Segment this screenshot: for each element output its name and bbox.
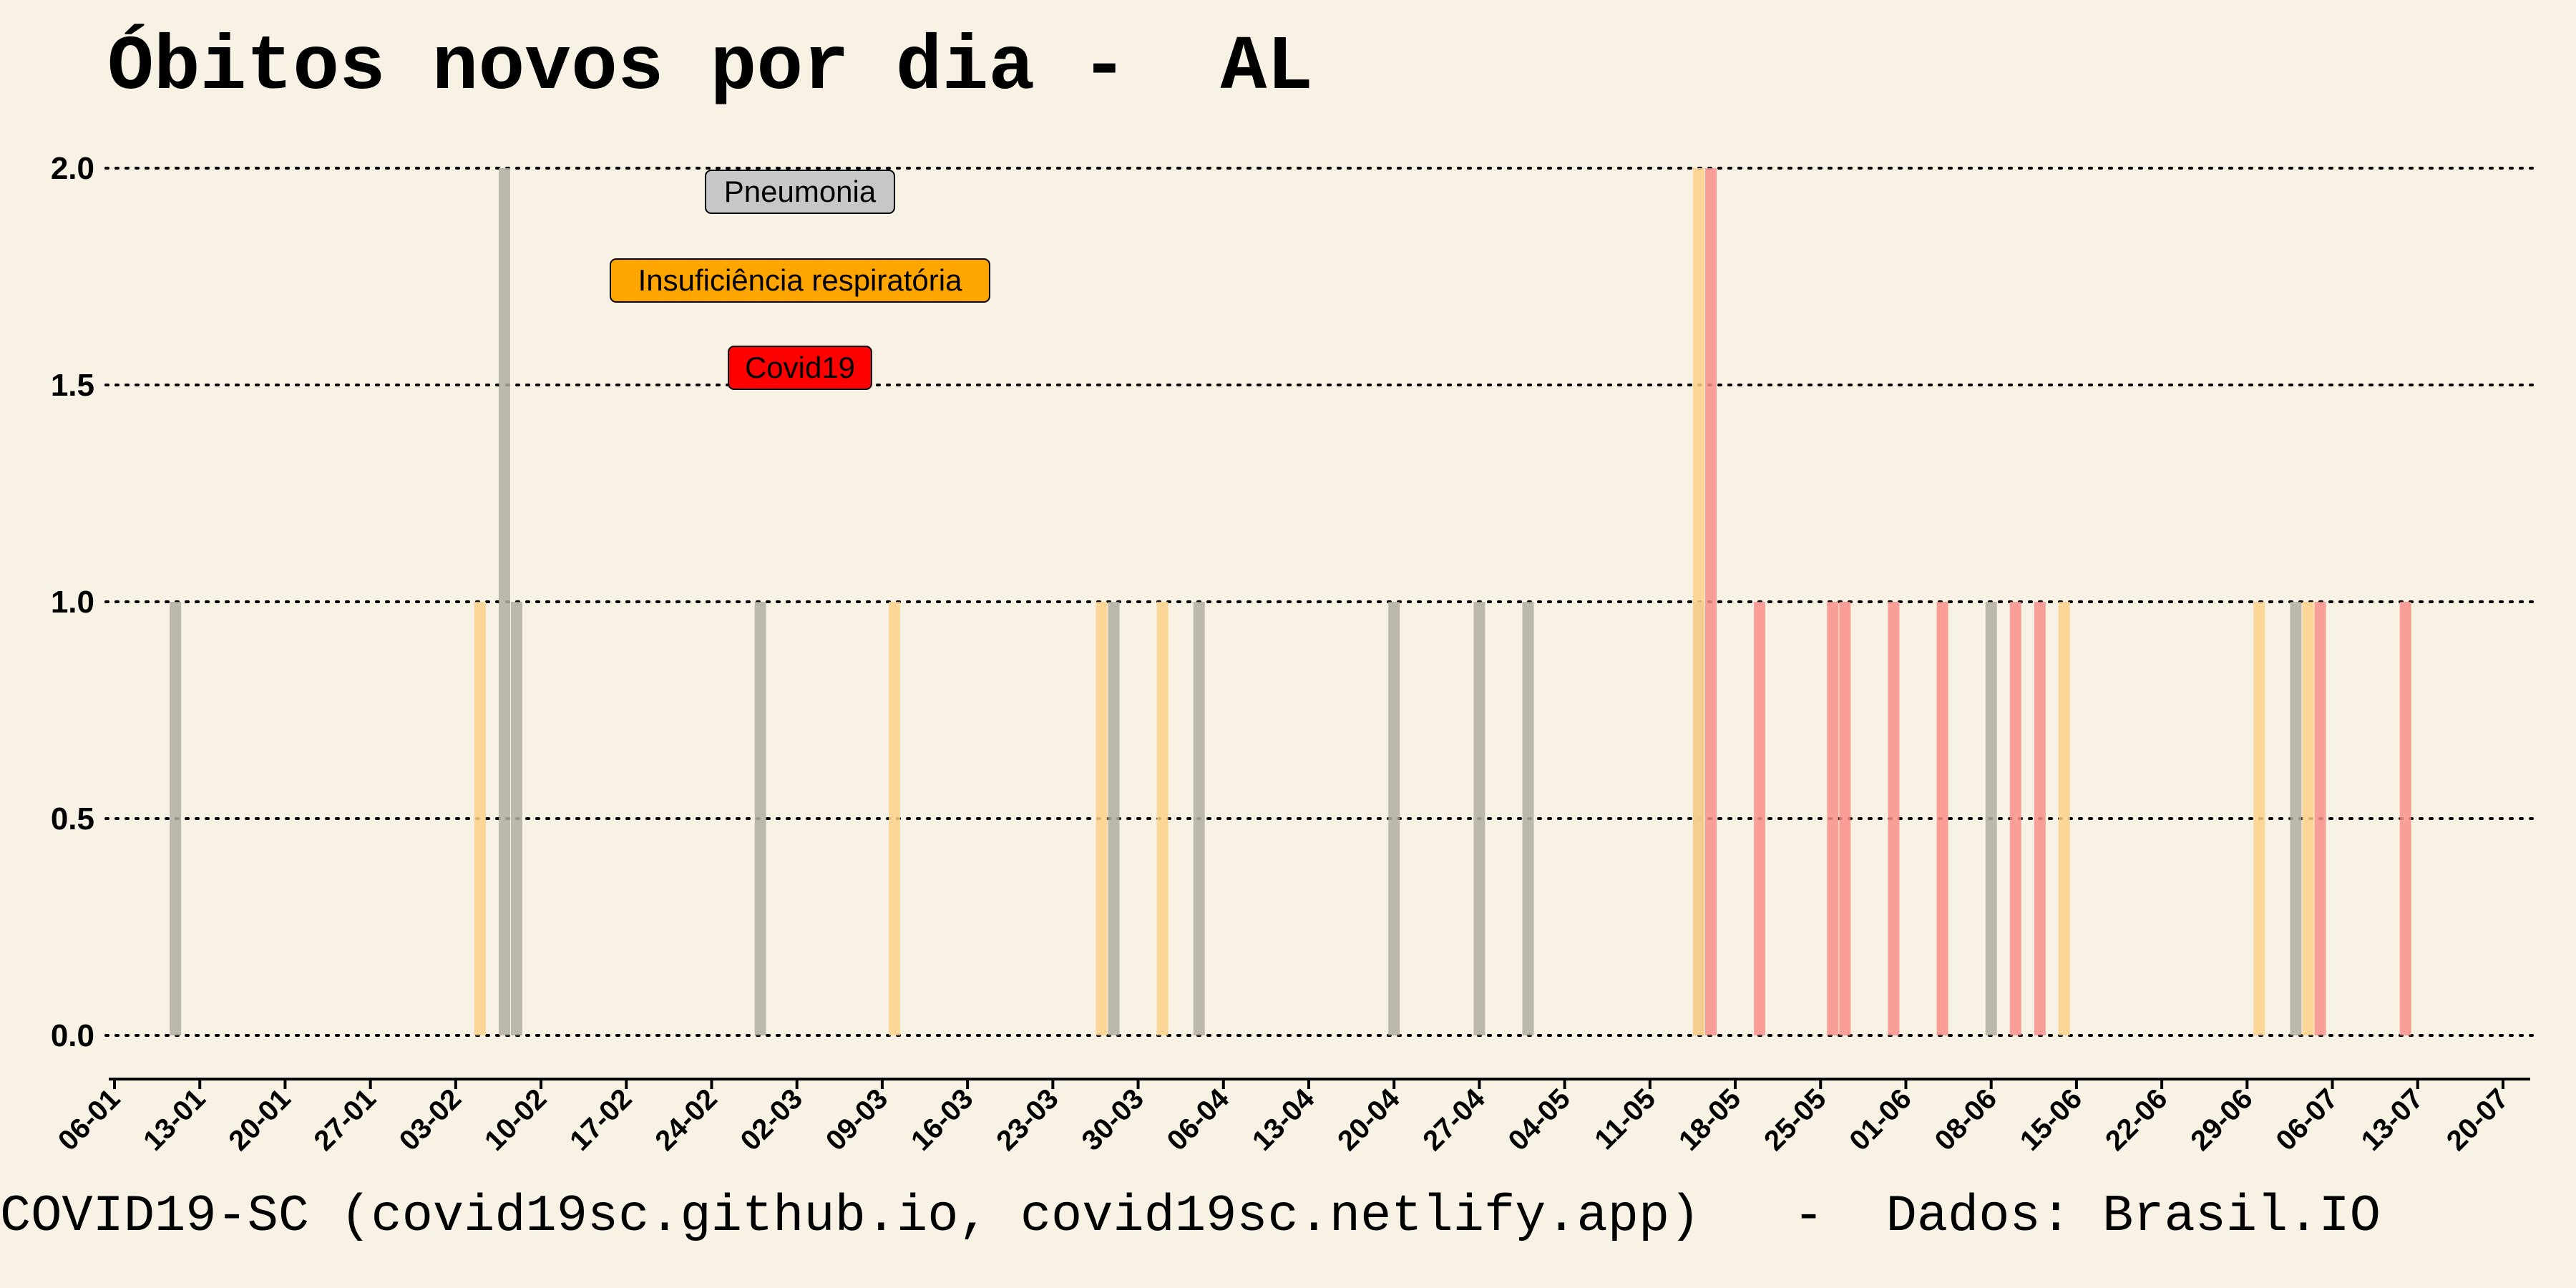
bar-pneumonia-2020-05-01: [1522, 602, 1534, 1035]
x-tick-label: 06-04: [1161, 1083, 1236, 1157]
x-tick-label: 03-02: [394, 1083, 467, 1156]
bar-covid19-2020-07-05: [2314, 602, 2326, 1035]
x-tick-label: 13-01: [137, 1083, 211, 1156]
x-tick-label: 25-05: [1758, 1083, 1832, 1156]
x-tick-label: 18-05: [1673, 1083, 1747, 1156]
footer-caption: COVID19-SC (covid19sc.github.io, covid19…: [0, 1184, 2533, 1249]
footer-text: COVID19-SC (covid19sc.github.io, covid19…: [0, 1187, 2381, 1246]
legend-box: [705, 170, 895, 214]
bar-pneumonia-2020-02-07: [498, 168, 510, 1035]
legend-label: Pneumonia: [724, 175, 877, 208]
x-tick-label: 23-03: [990, 1083, 1064, 1156]
x-tick-label: 09-03: [820, 1083, 894, 1156]
bar-covid19-2020-07-12: [2399, 602, 2411, 1035]
x-tick-label: 27-01: [308, 1083, 382, 1156]
bar-insufici-ncia-respirat-ria-2020-07-04: [2302, 602, 2314, 1035]
bar-insufici-ncia-respirat-ria-2020-06-30: [2253, 602, 2265, 1035]
bar-covid19-2020-06-12: [2034, 602, 2046, 1035]
x-tick-label: 08-06: [1929, 1083, 2003, 1156]
x-tick-label: 01-06: [1843, 1083, 1917, 1156]
x-tick-label: 30-03: [1075, 1083, 1149, 1156]
x-tick-label: 11-05: [1589, 1083, 1662, 1156]
legend-item-insufici-ncia-respirat-ria: Insuficiência respiratória: [610, 258, 990, 303]
bar-insufici-ncia-respirat-ria-2020-04-01: [1156, 602, 1169, 1035]
x-tick-label: 24-02: [649, 1083, 723, 1156]
x-tick-label: 29-06: [2185, 1083, 2258, 1156]
bar-pneumonia-2020-04-04: [1193, 602, 1205, 1035]
y-tick-label: 0.5: [51, 801, 94, 836]
bar-insufici-ncia-respirat-ria-2020-06-14: [2058, 602, 2070, 1035]
legend-box: [728, 346, 872, 390]
bar-covid19-2020-05-20: [1754, 602, 1766, 1035]
y-tick-label: 0.0: [51, 1018, 94, 1053]
bar-pneumonia-2020-04-27: [1473, 602, 1485, 1035]
bar-pneumonia-2020-03-28: [1108, 602, 1120, 1035]
bar-covid19-2020-05-27: [1839, 602, 1851, 1035]
y-tick-label: 1.0: [51, 585, 94, 620]
bar-pneumonia-2020-06-08: [1985, 602, 1997, 1035]
bars: [170, 168, 2411, 1035]
legend-item-pneumonia: Pneumonia: [705, 170, 895, 214]
x-tick-label: 20-07: [2441, 1083, 2514, 1156]
x-tick-label: 06-01: [52, 1083, 126, 1156]
x-tick-label: 13-04: [1246, 1083, 1321, 1157]
legend-box: [610, 258, 990, 303]
x-tick-label: 17-02: [564, 1083, 638, 1156]
grid-lines: [104, 167, 2534, 1037]
bar-insufici-ncia-respirat-ria-2020-05-15: [1692, 168, 1704, 1035]
bar-insufici-ncia-respirat-ria-2020-02-05: [474, 602, 486, 1035]
x-tick-label: 20-01: [223, 1083, 296, 1156]
bar-pneumonia-2020-02-28: [754, 602, 766, 1035]
chart-title: Óbitos novos por dia - AL: [107, 24, 1314, 112]
bar-covid19-2020-05-31: [1888, 602, 1900, 1035]
legend-label: Covid19: [745, 351, 855, 384]
x-tick-label: 06-07: [2270, 1083, 2343, 1156]
legend-item-covid19: Covid19: [728, 346, 872, 390]
x-tick-label: 22-06: [2099, 1083, 2173, 1156]
x-tick-label: 04-05: [1503, 1083, 1576, 1156]
x-tick-label: 13-07: [2356, 1083, 2429, 1156]
bar-insufici-ncia-respirat-ria-2020-03-27: [1096, 602, 1108, 1035]
x-tick-label: 15-06: [2014, 1083, 2088, 1156]
y-tick-label: 2.0: [51, 151, 94, 186]
x-tick-label: 20-04: [1332, 1083, 1406, 1157]
x-tick-label: 27-04: [1417, 1083, 1491, 1157]
x-tick-label: 02-03: [735, 1083, 809, 1156]
bar-covid19-2020-06-04: [1936, 602, 1948, 1035]
x-tick-label: 16-03: [905, 1083, 979, 1156]
x-tick-label: 10-02: [479, 1083, 552, 1156]
chart-plot: 0.0 0.5 1.0 1.5 2.0 06-01 13-01 20-01 27-01 03-0…: [51, 151, 2534, 1157]
y-axis: 0.0 0.5 1.0 1.5 2.0: [51, 151, 94, 1053]
bar-covid19-2020-05-26: [1827, 602, 1839, 1035]
bar-pneumonia-2020-04-20: [1388, 602, 1400, 1035]
y-tick-label: 1.5: [51, 368, 94, 403]
legend-label: Insuficiência respiratória: [638, 263, 963, 297]
bar-covid19-2020-06-10: [2009, 602, 2021, 1035]
bar-pneumonia-2020-02-08: [511, 602, 523, 1035]
bar-covid19-2020-05-16: [1704, 168, 1717, 1035]
bar-pneumonia-2020-01-11: [170, 602, 182, 1035]
bar-insufici-ncia-respirat-ria-2020-03-10: [888, 602, 900, 1035]
x-axis: 06-01 13-01 20-01 27-01 03-02 10-02 17-02 24-02…: [52, 1078, 2530, 1157]
bar-pneumonia-2020-07-03: [2290, 602, 2302, 1035]
legend: Pneumonia Insuficiência respiratória Covid…: [610, 170, 990, 390]
